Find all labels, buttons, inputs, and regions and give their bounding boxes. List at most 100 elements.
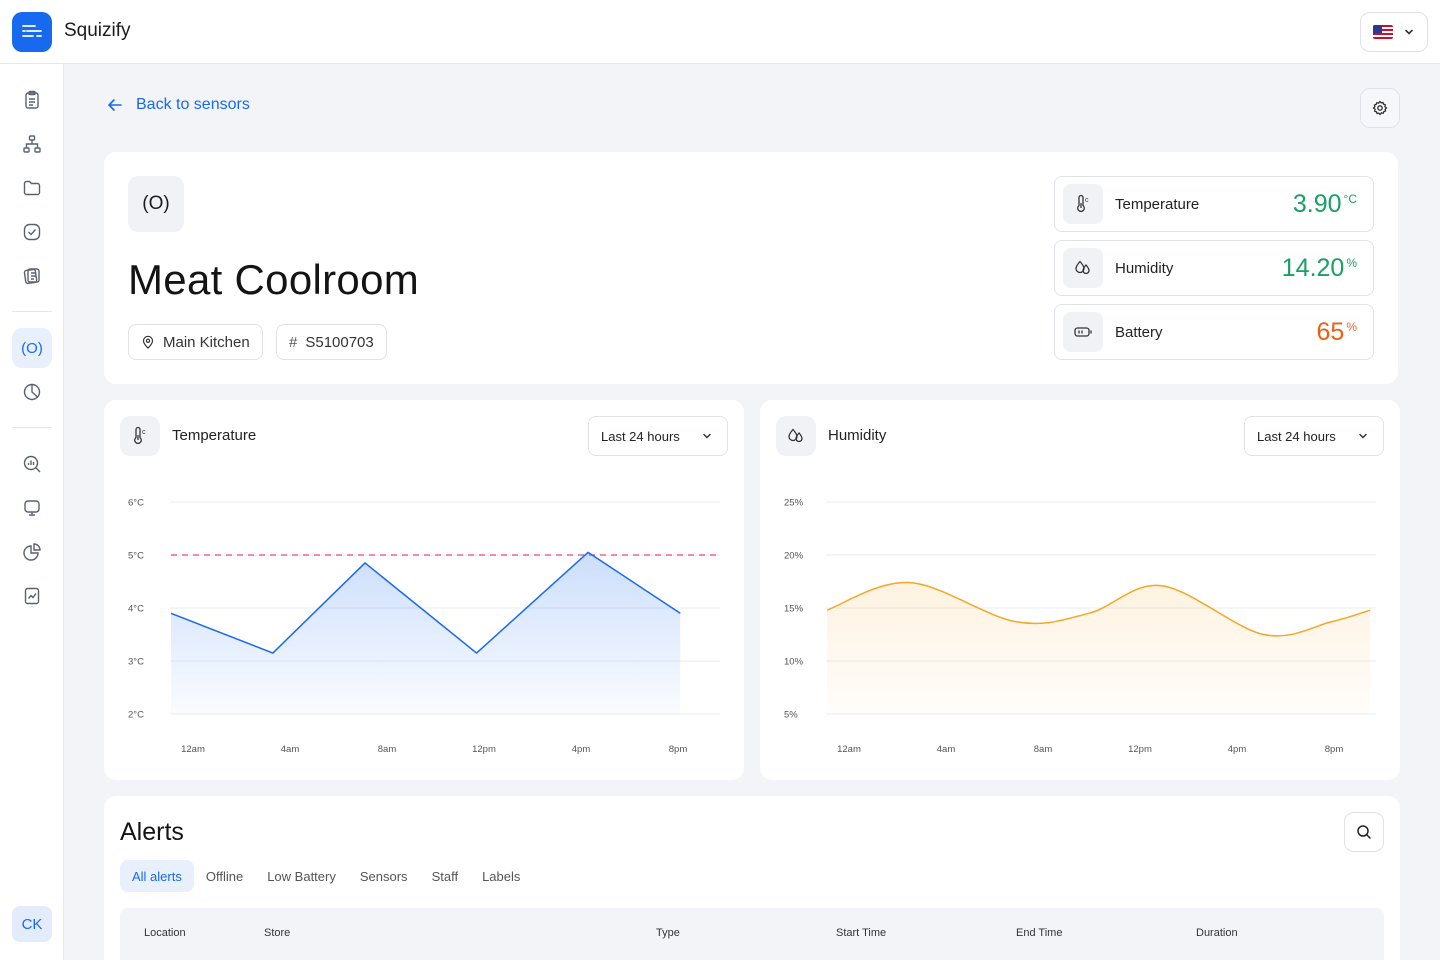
clipboard-icon	[25, 90, 39, 109]
x-tick-label: 4pm	[1228, 744, 1247, 755]
column-header-type[interactable]: Type	[656, 927, 680, 939]
thermometer-icon: c	[1063, 184, 1103, 224]
chart-pie-icon	[23, 543, 41, 561]
sidebar-item-checks[interactable]	[12, 212, 52, 252]
y-tick-label: 4°C	[128, 604, 144, 615]
presentation-icon	[24, 500, 40, 516]
time-range-select[interactable]: Last 24 hours	[1244, 416, 1384, 456]
svg-text:c: c	[1085, 197, 1089, 204]
x-tick-label: 8pm	[1325, 744, 1344, 755]
y-tick-label: 5°C	[128, 551, 144, 562]
range-label: Last 24 hours	[1257, 428, 1336, 444]
x-tick-label: 8am	[1034, 744, 1053, 755]
metric-value: 3.90 °C	[1293, 190, 1357, 219]
metric-temperature: c Temperature 3.90 °C	[1054, 176, 1374, 232]
cards-icon	[23, 268, 40, 285]
sidebar-divider	[12, 427, 52, 428]
pie-chart-icon	[23, 383, 41, 401]
search-chart-icon	[23, 455, 41, 473]
tab-staff[interactable]: Staff	[431, 868, 459, 884]
location-pin-icon	[142, 335, 154, 349]
us-flag-icon	[1373, 25, 1393, 39]
chevron-down-icon	[703, 433, 711, 439]
humidity-unit: %	[1346, 255, 1357, 270]
back-label: Back to sensors	[136, 96, 250, 113]
droplets-icon	[776, 416, 816, 456]
app-logo[interactable]	[12, 12, 52, 52]
column-header-location[interactable]: Location	[144, 927, 186, 939]
x-tick-label: 12pm	[472, 744, 496, 755]
y-tick-label: 10%	[784, 657, 804, 668]
location-label: Main Kitchen	[163, 333, 250, 351]
chevron-down-icon	[1405, 29, 1413, 35]
column-header-store[interactable]: Store	[264, 927, 291, 939]
humidity-chart: 5% 10% 15% 20% 25% 12am 4am 8am 12pm 4pm 8pm	[784, 498, 1376, 755]
tab-offline[interactable]: Offline	[205, 868, 244, 884]
hash-icon: #	[289, 333, 298, 351]
sidebar-item-tasks[interactable]	[12, 80, 52, 120]
sensor-name: Meat Coolroom	[128, 256, 420, 303]
y-tick-label: 3°C	[128, 657, 144, 668]
sensor-icon: (O)	[21, 339, 43, 357]
chart-title: Humidity	[828, 427, 887, 444]
sidebar-item-insights[interactable]	[12, 444, 52, 484]
humidity-value: 14.20	[1281, 253, 1345, 282]
user-avatar[interactable]: CK	[12, 906, 52, 942]
sidebar-item-analytics[interactable]	[12, 372, 52, 412]
chart-title: Temperature	[172, 427, 257, 444]
droplets-icon	[1063, 248, 1103, 288]
settings-button[interactable]	[1360, 88, 1400, 128]
tab-labels[interactable]: Labels	[482, 868, 521, 884]
y-tick-label: 6°C	[128, 498, 144, 509]
tab-sensors[interactable]: Sensors	[359, 868, 408, 884]
sensor-header-card: (O) Meat Coolroom Main Kitchen # S510070…	[104, 152, 1398, 384]
x-tick-label: 12am	[181, 744, 205, 755]
sidebar-item-templates[interactable]	[12, 256, 52, 296]
sidebar: (O) CK	[0, 64, 64, 960]
column-header-duration[interactable]: Duration	[1196, 927, 1238, 939]
sensor-icon: (O)	[128, 176, 184, 232]
series-line	[170, 551, 681, 654]
column-header-end-time[interactable]: End Time	[1016, 927, 1063, 939]
serial-chip: # S5100703	[276, 324, 387, 360]
x-tick-label: 4am	[937, 744, 956, 755]
battery-icon	[1063, 312, 1103, 352]
y-tick-label: 20%	[784, 551, 804, 562]
alert-tabs: All alerts Offline Low Battery Sensors S…	[120, 860, 532, 892]
x-tick-label: 12am	[837, 744, 861, 755]
chevron-down-icon	[1359, 433, 1367, 439]
search-icon	[1357, 825, 1371, 839]
hierarchy-icon	[23, 135, 41, 153]
arrow-left-icon	[108, 99, 122, 111]
top-bar: Squizify	[0, 0, 1440, 64]
language-selector[interactable]	[1360, 12, 1428, 52]
time-range-select[interactable]: Last 24 hours	[588, 416, 728, 456]
series-area	[827, 582, 1371, 714]
sidebar-item-sensors[interactable]: (O)	[12, 328, 52, 368]
temperature-value: 3.90	[1292, 189, 1342, 218]
y-tick-label: 25%	[784, 498, 804, 509]
y-tick-label: 15%	[784, 604, 804, 615]
tab-low-battery[interactable]: Low Battery	[267, 868, 336, 884]
sidebar-divider	[12, 311, 52, 312]
back-to-sensors-link[interactable]: Back to sensors	[106, 96, 250, 114]
sidebar-item-presentations[interactable]	[12, 488, 52, 528]
sidebar-item-files[interactable]	[12, 168, 52, 208]
sidebar-item-reports[interactable]	[12, 532, 52, 572]
sidebar-item-structure[interactable]	[12, 124, 52, 164]
thermometer-icon: c	[120, 416, 160, 456]
column-header-start-time[interactable]: Start Time	[836, 927, 887, 939]
temperature-unit: °C	[1343, 191, 1357, 206]
range-label: Last 24 hours	[601, 428, 680, 444]
metric-label: Humidity	[1115, 259, 1174, 277]
report-icon	[24, 587, 40, 605]
search-button[interactable]	[1344, 812, 1384, 852]
sidebar-item-trends[interactable]	[12, 576, 52, 616]
alerts-table-header: Location Store Type Start Time End Time …	[120, 908, 1384, 960]
gear-icon	[1372, 100, 1388, 116]
series-line	[826, 581, 1371, 637]
battery-value: 65	[1316, 317, 1345, 346]
tab-all-alerts[interactable]: All alerts	[120, 860, 194, 892]
location-chip: Main Kitchen	[128, 324, 263, 360]
series-area	[171, 552, 681, 714]
